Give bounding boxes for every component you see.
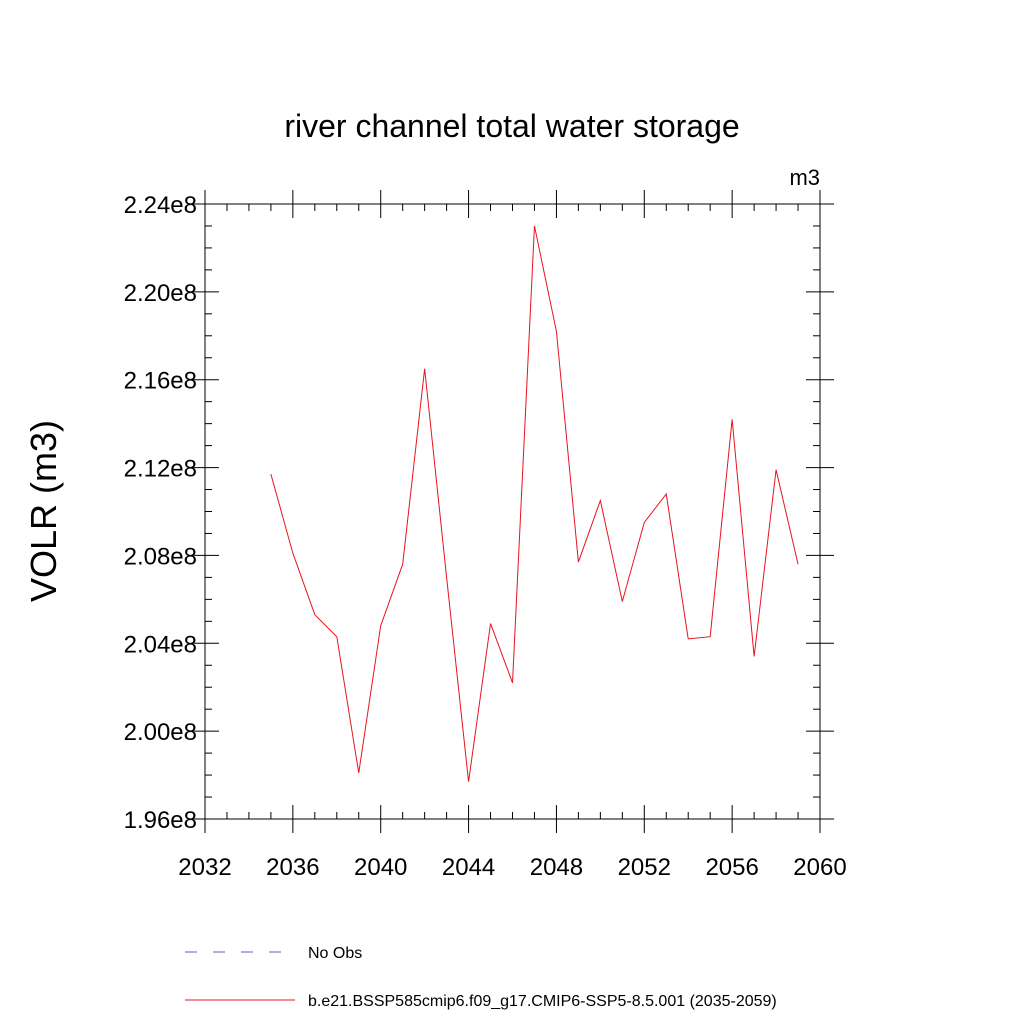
units-label: m3 bbox=[789, 165, 820, 190]
legend-item-no-obs: No Obs bbox=[185, 945, 362, 962]
y-tick-label: 1.96e8 bbox=[124, 807, 197, 834]
y-tick-label: 2.00e8 bbox=[124, 719, 197, 746]
tick-labels: 2032 2036 2040 2044 2048 2052 2056 2060 1.96e8 2.… bbox=[124, 192, 847, 881]
major-ticks bbox=[191, 190, 834, 833]
y-tick-label: 2.12e8 bbox=[124, 456, 197, 483]
minor-ticks bbox=[205, 204, 820, 819]
y-tick-label: 2.16e8 bbox=[124, 368, 197, 395]
x-tick-label: 2036 bbox=[266, 854, 319, 881]
x-tick-label: 2040 bbox=[354, 854, 407, 881]
series-group bbox=[270, 225, 799, 782]
y-tick-label: 2.08e8 bbox=[124, 543, 197, 570]
x-tick-label: 2044 bbox=[442, 854, 495, 881]
y-tick-label: 2.04e8 bbox=[124, 631, 197, 658]
y-tick-label: 2.20e8 bbox=[124, 280, 197, 307]
legend: No Obs b.e21.BSSP585cmip6.f09_g17.CMIP6-… bbox=[185, 945, 777, 1010]
series-line bbox=[270, 225, 799, 782]
x-tick-label: 2032 bbox=[178, 854, 231, 881]
chart-title: river channel total water storage bbox=[284, 108, 739, 144]
x-tick-label: 2052 bbox=[618, 854, 671, 881]
legend-label-series: b.e21.BSSP585cmip6.f09_g17.CMIP6-SSP5-8.… bbox=[308, 993, 777, 1010]
y-axis-label: VOLR (m3) bbox=[23, 420, 64, 602]
x-tick-label: 2060 bbox=[793, 854, 846, 881]
plot-frame bbox=[204, 203, 821, 820]
legend-label-no-obs: No Obs bbox=[308, 945, 362, 962]
legend-item-series: b.e21.BSSP585cmip6.f09_g17.CMIP6-SSP5-8.… bbox=[185, 993, 777, 1010]
y-tick-label: 2.24e8 bbox=[124, 192, 197, 219]
x-tick-label: 2056 bbox=[705, 854, 758, 881]
x-tick-label: 2048 bbox=[530, 854, 583, 881]
